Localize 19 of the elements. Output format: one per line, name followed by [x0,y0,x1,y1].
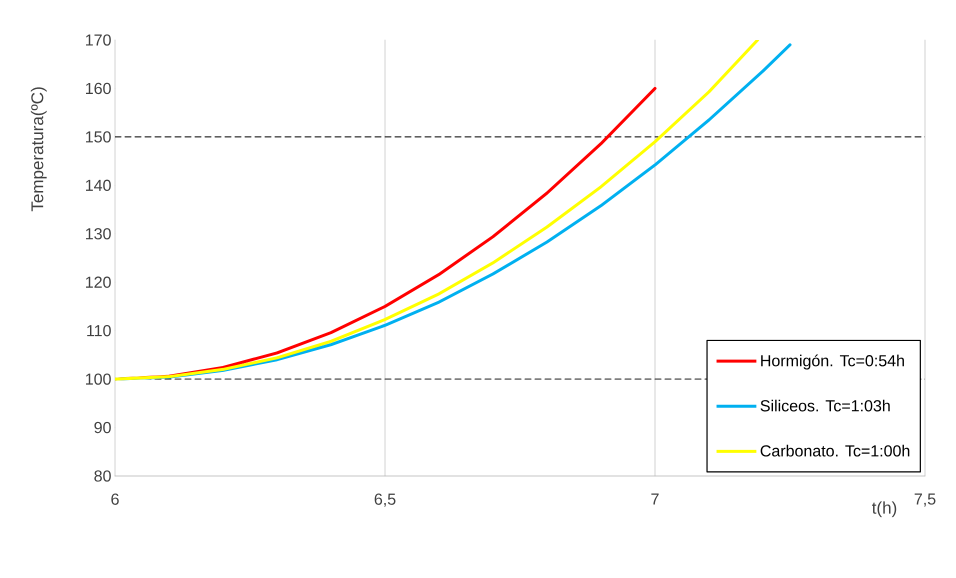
y-tick-label: 90 [94,422,111,434]
y-tick-label: 140 [86,180,111,191]
y-tick-label: 120 [86,276,111,288]
y-tick-label: 160 [86,82,111,94]
y-axis-title: Temperatura(ºC) [30,87,47,212]
x-tick-label: 7,5 [914,494,936,507]
x-tick-label: 6 [111,494,119,505]
y-tick-label: 110 [87,325,111,336]
legend-label: Hormigón. Tc=0:54h [761,354,904,370]
legend-label: Siliceos. Tc=1:03h [760,400,890,412]
x-axis-title: t(h) [872,501,896,518]
x-tick-label: 6,5 [374,494,396,507]
legend-label: Carbonato. Tc=1:00h [760,444,910,457]
y-tick-label: 150 [86,131,111,143]
y-tick-label: 170 [86,34,111,46]
y-tick-label: 100 [86,373,111,385]
y-tick-label: 80 [94,470,111,482]
y-tick-label: 130 [86,228,111,240]
x-tick-label: 7 [651,494,659,505]
